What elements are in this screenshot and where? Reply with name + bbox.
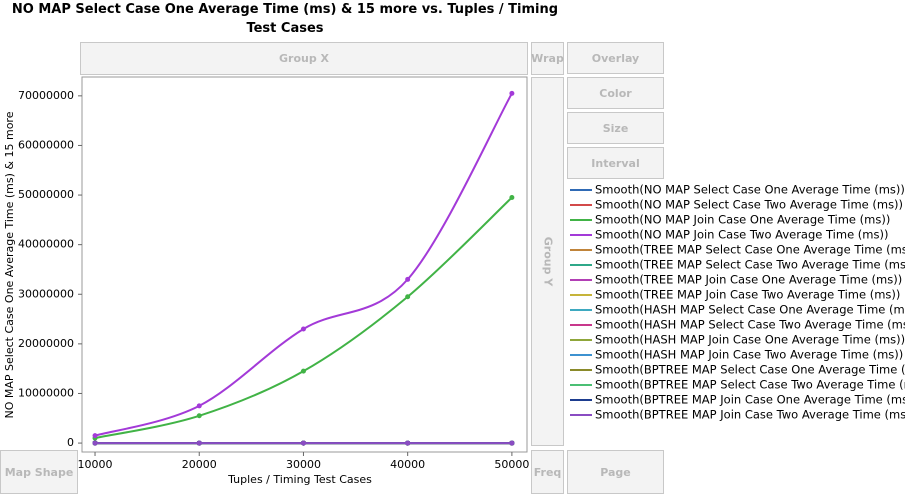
drop-zone[interactable]: Overlay (567, 42, 664, 74)
zone-label: Group Y (541, 236, 555, 287)
legend-label: Smooth(TREE MAP Join Case Two Average Ti… (595, 288, 900, 302)
smooth-line (94, 196, 513, 440)
y-tick-label: 20000000 (18, 337, 74, 350)
y-tick-label: 70000000 (18, 89, 74, 102)
data-point (509, 90, 515, 96)
y-tick-label: 50000000 (18, 188, 74, 201)
legend-label: Smooth(NO MAP Select Case One Average Ti… (595, 183, 905, 197)
legend-label: Smooth(BPTREE MAP Select Case One Averag… (595, 363, 905, 377)
data-point (405, 276, 411, 282)
data-point (92, 433, 98, 439)
drop-zone[interactable]: Interval (567, 147, 664, 179)
drop-zone[interactable]: Size (567, 112, 664, 144)
x-axis-label: Tuples / Timing Test Cases (227, 473, 372, 486)
plot-frame (81, 76, 528, 453)
smooth-line (94, 92, 513, 437)
y-tick-label: 60000000 (18, 138, 74, 151)
data-point (405, 294, 411, 300)
data-point (300, 368, 306, 374)
data-point (196, 413, 202, 419)
drop-zone[interactable]: Freq (531, 450, 564, 494)
legend-label: Smooth(HASH MAP Join Case Two Average Ti… (595, 348, 903, 362)
y-axis-label: NO MAP Select Case One Average Time (ms)… (3, 111, 16, 418)
legend-label: Smooth(NO MAP Select Case Two Average Ti… (595, 198, 903, 212)
drop-zone[interactable]: Group Y (531, 77, 564, 446)
legend-label: Smooth(HASH MAP Select Case Two Average … (595, 318, 905, 332)
legend-label: Smooth(BPTREE MAP Join Case Two Average … (595, 408, 905, 422)
data-point (196, 403, 202, 409)
data-point (405, 440, 411, 446)
legend-label: Smooth(TREE MAP Select Case One Average … (595, 243, 905, 257)
drop-zone[interactable]: Wrap (531, 42, 564, 75)
legend-label: Smooth(HASH MAP Select Case One Average … (595, 303, 905, 317)
data-point (300, 440, 306, 446)
data-point (92, 440, 98, 446)
legend-label: Smooth(NO MAP Join Case Two Average Time… (595, 228, 888, 242)
drop-zone[interactable]: Map Shape (0, 450, 78, 494)
legend-label: Smooth(BPTREE MAP Join Case One Average … (595, 393, 905, 407)
x-tick-label: 50000 (494, 458, 529, 471)
data-point (196, 440, 202, 446)
x-tick-label: 30000 (286, 458, 321, 471)
data-point (509, 440, 515, 446)
legend-label: Smooth(BPTREE MAP Select Case Two Averag… (595, 378, 905, 392)
drop-zone[interactable]: Color (567, 77, 664, 109)
drop-zone[interactable]: Group X (80, 42, 528, 75)
legend-label: Smooth(NO MAP Join Case One Average Time… (595, 213, 890, 227)
legend-label: Smooth(TREE MAP Join Case One Average Ti… (595, 273, 902, 287)
x-tick-label: 10000 (78, 458, 113, 471)
data-point (300, 326, 306, 332)
legend-label: Smooth(HASH MAP Join Case One Average Ti… (595, 333, 905, 347)
y-tick-label: 40000000 (18, 238, 74, 251)
drop-zone[interactable]: Page (567, 450, 664, 494)
y-tick-label: 30000000 (18, 287, 74, 300)
legend-label: Smooth(TREE MAP Select Case Two Average … (595, 258, 905, 272)
data-point (509, 195, 515, 201)
x-tick-label: 40000 (390, 458, 425, 471)
y-tick-label: 0 (67, 436, 74, 449)
chart-title: NO MAP Select Case One Average Time (ms)… (11, 2, 559, 36)
y-tick-label: 10000000 (18, 386, 74, 399)
x-tick-label: 20000 (182, 458, 217, 471)
